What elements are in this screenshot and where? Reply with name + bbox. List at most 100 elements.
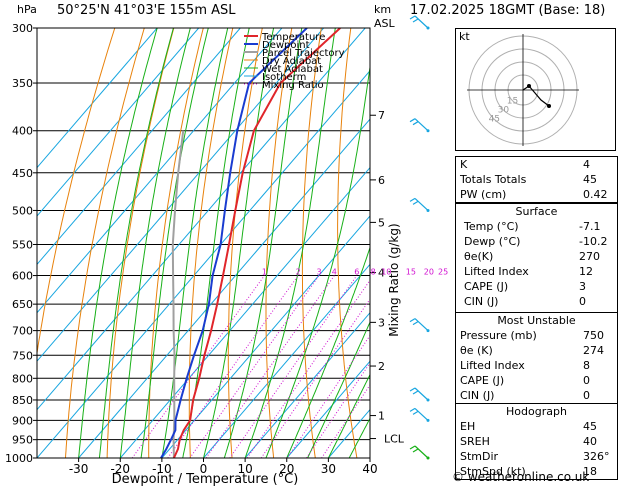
km-label: km [374, 3, 392, 16]
wind-barb-flag [409, 197, 416, 202]
height-tick-label: 3 [378, 316, 385, 329]
isotherm-line [37, 28, 241, 266]
isotherm-line [161, 215, 370, 458]
surface-value: -7.1 [579, 220, 601, 233]
series-parcel-trajectory [171, 130, 185, 458]
wet-adiabat-line [182, 28, 250, 458]
pressure-tick-label: 650 [12, 298, 33, 311]
hodograph-param-label: StmDir [460, 450, 499, 463]
wet-adiabat-line [78, 28, 158, 458]
dry-adiabat-line [227, 28, 263, 458]
legend-label: Dewpoint [262, 40, 310, 51]
surface-label: Lifted Index [464, 265, 529, 278]
isotherm-line [37, 28, 200, 217]
temperature-tick-label: 10 [237, 462, 252, 476]
most-unstable-title: Most Unstable [497, 314, 576, 327]
dry-adiabat-line [265, 28, 293, 458]
most-unstable-row: CIN (J) 0 [456, 388, 617, 403]
mixing-ratio-label: 25 [438, 267, 448, 276]
x-axis-label: Dewpoint / Temperature (°C) [112, 472, 299, 486]
isotherm-line [37, 28, 158, 169]
wind-barb-staff [414, 15, 429, 29]
wet-adiabat-line [327, 373, 370, 458]
pressure-tick-label: 1000 [5, 452, 33, 465]
most-unstable-row: θe (K) 274 [456, 343, 617, 358]
legend-label: Wet Adiabat [262, 64, 323, 75]
dry-adiabat-line [106, 28, 175, 458]
mixing-ratio-label: 2 [296, 267, 301, 276]
isotherm-line [37, 28, 366, 411]
hodograph-ring-label: 45 [489, 115, 500, 125]
hodograph-param-value: 40 [583, 435, 597, 448]
hodograph-param-value: 45 [583, 420, 597, 433]
wet-adiabat-line [265, 63, 370, 458]
hodograph-trace [522, 85, 550, 107]
datetime-title: 17.02.2025 18GMT (Base: 18) [410, 3, 606, 18]
temperature-tick-label: 0 [200, 462, 208, 476]
wet-adiabat-line [140, 28, 209, 458]
mixing-ratio-label: 20 [424, 267, 434, 276]
legend-label: Dry Adiabat [262, 56, 321, 67]
wind-barb-dot [426, 208, 430, 212]
temperature-tick-label: -30 [69, 462, 89, 476]
surface-row: Dewp (°C) -10.2 [460, 234, 613, 249]
wind-barb-dot [426, 398, 430, 402]
hodograph-param-value: 326° [583, 450, 610, 463]
mixing-ratio-labels: 1 2 3 4 6 8 10 15 20 25 [262, 267, 448, 276]
temperature-tick-label: -20 [110, 462, 130, 476]
surface-row: θe(K) 270 [460, 249, 613, 264]
stability-indices-table: K 4 Totals Totals 45 PW (cm) 0.42 [455, 156, 618, 203]
surface-value: 12 [579, 265, 593, 278]
surface-row: CAPE (J) 3 [460, 279, 613, 294]
wind-barb-flag [412, 121, 419, 126]
wind-barb-flag [409, 15, 416, 20]
wind-barb-flag [412, 390, 419, 395]
pressure-tick-label: 750 [12, 349, 33, 362]
mixing-ratio-label: 3 [316, 267, 321, 276]
wind-barb-staff [414, 118, 429, 132]
surface-label: Dewp (°C) [464, 235, 521, 248]
pressure-tick-label: 800 [12, 372, 33, 385]
height-tick-label: 6 [378, 174, 385, 187]
index-value: 0.42 [583, 188, 608, 201]
hodograph-param-label: SREH [460, 435, 490, 448]
hodograph-storm-motion [527, 84, 531, 88]
surface-label: CAPE (J) [464, 280, 509, 293]
index-label: K [460, 158, 468, 171]
wind-barb-dot [426, 129, 430, 133]
background-lines [37, 28, 370, 458]
isotherm-line [203, 263, 370, 458]
height-axis: 7 6 5 4 3 2 1 LCL [370, 109, 405, 446]
temperature-tick-label: 30 [321, 462, 336, 476]
most-unstable-value: 274 [583, 344, 604, 357]
height-tick-label: 4 [378, 267, 385, 280]
height-tick-label: 5 [378, 216, 385, 229]
wind-barb-flag [412, 200, 419, 205]
hodograph-param-value: 18 [583, 465, 597, 478]
most-unstable-label: θe (K) [460, 344, 493, 357]
pressure-tick-label: 500 [12, 204, 33, 217]
index-row: PW (cm) 0.42 [456, 187, 617, 202]
legend-label: Mixing Ratio [262, 80, 324, 91]
hodograph-param-row: StmSpd (kt) 18 [456, 464, 617, 479]
mixing-ratio-label: 1 [262, 267, 267, 276]
hpa-label: hPa [17, 3, 37, 16]
most-unstable-value: 0 [583, 374, 590, 387]
most-unstable-label: Pressure (mb) [460, 329, 537, 342]
dry-adiabat-line [188, 28, 234, 458]
wind-barb-flag [409, 407, 416, 412]
wet-adiabat-line [161, 28, 229, 458]
most-unstable-value: 8 [583, 359, 590, 372]
wind-barb-flag [409, 387, 416, 392]
plot-frame [36, 27, 371, 459]
wet-adiabat-line [244, 28, 336, 458]
wind-barb-flag [412, 18, 419, 23]
isotherm-line [37, 70, 370, 458]
most-unstable-row: Pressure (mb) 750 [456, 328, 617, 343]
wind-barb-dot [426, 26, 430, 30]
wind-barb-dot [426, 456, 430, 460]
hodograph-param-label: EH [460, 420, 476, 433]
mixing-ratio-line [131, 275, 265, 458]
wet-adiabat-line [307, 320, 370, 458]
